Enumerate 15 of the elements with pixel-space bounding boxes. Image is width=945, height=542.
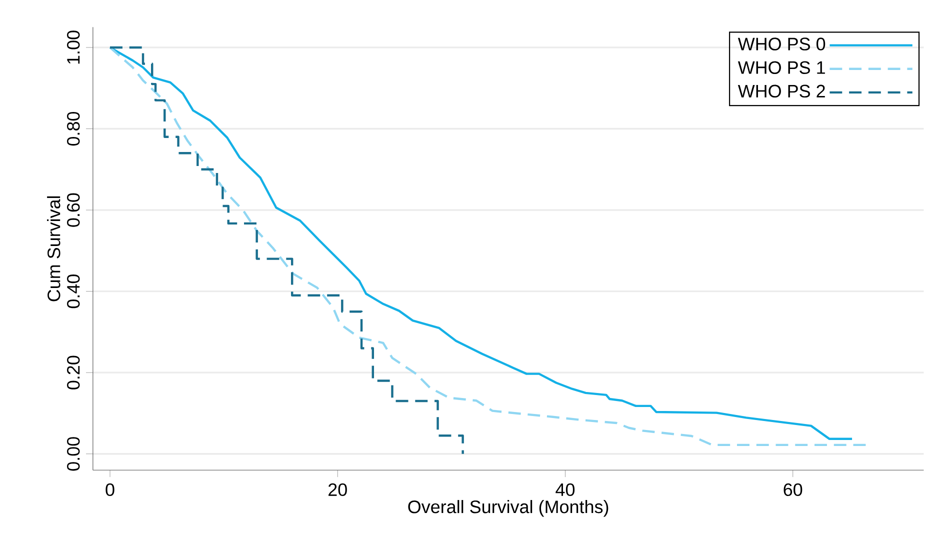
y-tick-label: 0.20 bbox=[67, 356, 80, 390]
legend-label: WHO PS 1 bbox=[738, 61, 825, 74]
legend-label: WHO PS 2 bbox=[738, 84, 825, 98]
y-tick-label: 0.40 bbox=[67, 274, 80, 308]
y-tick-label: 0.80 bbox=[67, 112, 80, 146]
y-axis-title: Cum Survival bbox=[47, 196, 60, 302]
y-tick-label: 1.00 bbox=[67, 30, 80, 64]
x-tick-label: 20 bbox=[328, 483, 347, 496]
x-tick-label: 60 bbox=[784, 483, 802, 496]
x-axis-title: Overall Survival (Months) bbox=[408, 500, 608, 517]
x-tick-label: 40 bbox=[556, 483, 575, 496]
x-tick-label: 0 bbox=[106, 483, 114, 496]
y-tick-label: 0.00 bbox=[67, 436, 80, 471]
legend-label: WHO PS 0 bbox=[738, 38, 826, 50]
y-tick-label: 0.60 bbox=[67, 193, 80, 227]
